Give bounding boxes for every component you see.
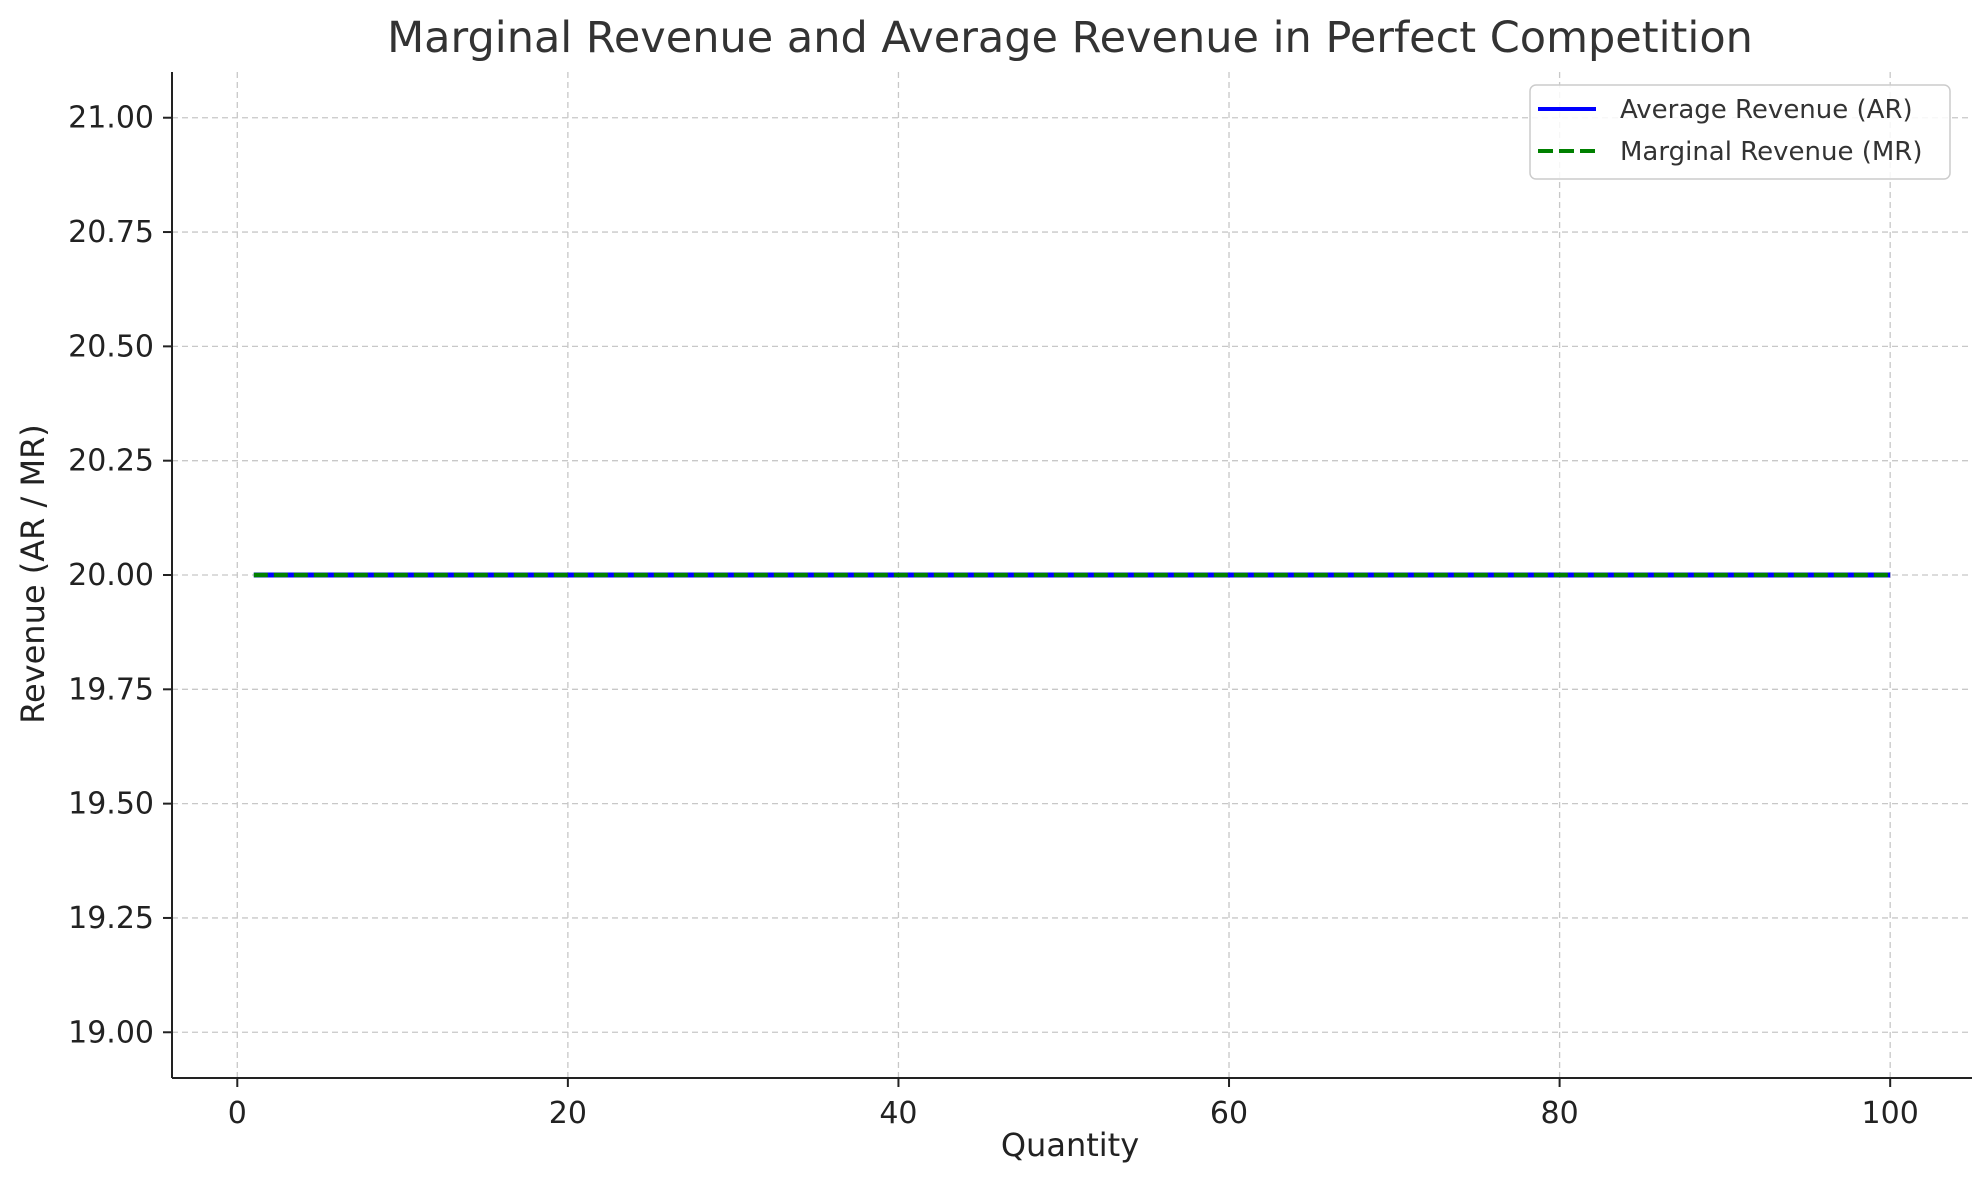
y-tick-label: 19.00 [68,1015,154,1050]
y-tick-label: 21.00 [68,101,154,136]
y-tick-label: 19.50 [68,787,154,822]
legend-frame [1529,84,1951,180]
y-tick-label: 19.75 [68,672,154,707]
x-tick-label: 80 [1541,1096,1579,1131]
x-axis-label: Quantity [1001,1126,1139,1164]
y-axis-label: Revenue (AR / MR) [14,424,52,724]
y-tick-label: 20.25 [68,444,154,479]
x-tick-label: 0 [228,1096,247,1131]
y-tick-label: 20.75 [68,215,154,250]
x-tick-label: 60 [1210,1096,1248,1131]
y-tick-label: 20.50 [68,329,154,364]
legend-label-mr: Marginal Revenue (MR) [1620,137,1923,167]
ticks: 0 20 40 60 80 100 19.00 19.25 19.50 19.75 20.00 20.… [68,101,1919,1131]
legend-label-ar: Average Revenue (AR) [1620,95,1913,125]
y-tick-label: 19.25 [68,901,154,936]
x-tick-label: 20 [549,1096,587,1131]
x-tick-label: 100 [1862,1096,1919,1131]
legend: Average Revenue (AR) Marginal Revenue (M… [1529,84,1951,180]
y-tick-label: 20.00 [68,558,154,593]
chart-title: Marginal Revenue and Average Revenue in … [387,13,1753,63]
x-tick-label: 40 [879,1096,917,1131]
